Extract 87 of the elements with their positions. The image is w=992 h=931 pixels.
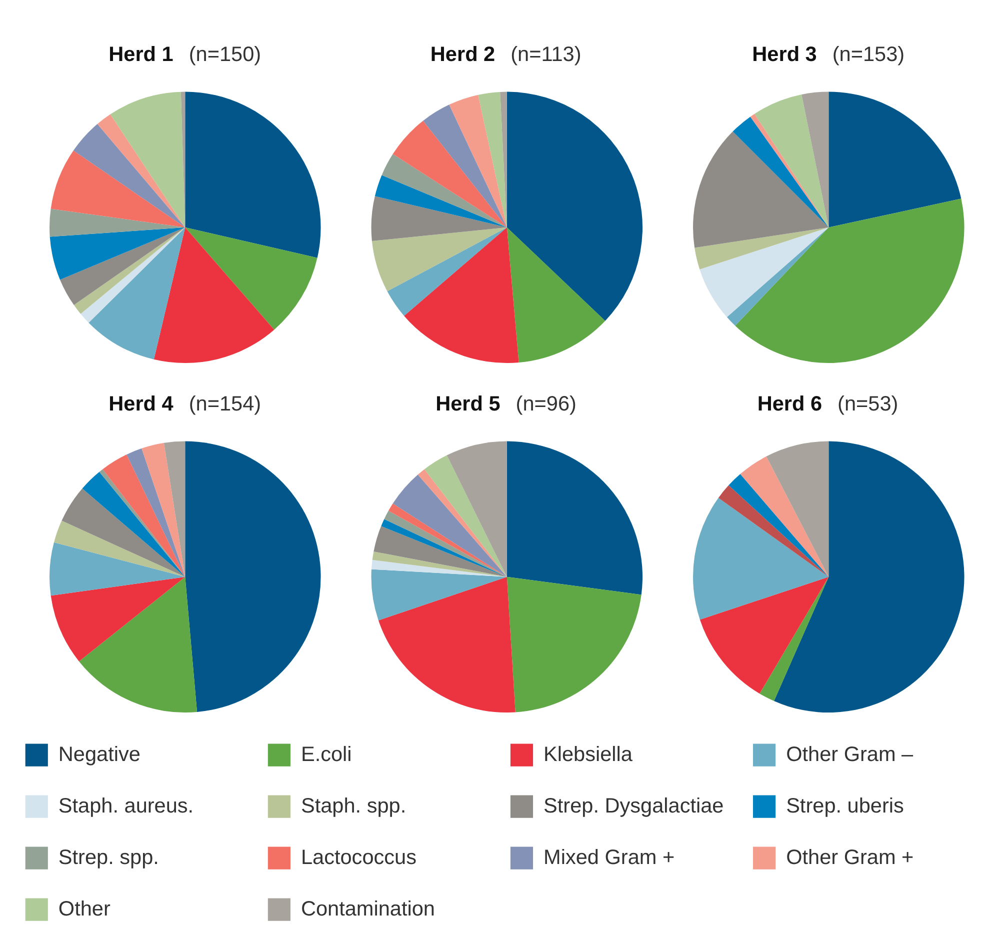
pie-slice (693, 132, 829, 248)
pie-slice (371, 196, 507, 242)
legend-label: Klebsiella (544, 743, 633, 766)
pie-slice (740, 456, 829, 577)
pie-slice (506, 441, 643, 595)
pie-slice (766, 441, 829, 577)
chart-title: Herd 1 (108, 43, 174, 66)
pie-slice (374, 526, 507, 577)
pie-slice (372, 227, 507, 292)
pie-slice (371, 569, 507, 620)
legend-label: Strep. Dysgalactiae (544, 794, 724, 818)
pie-slice (62, 488, 186, 577)
pie-slice (446, 441, 507, 577)
legend-label: E.coli (300, 743, 352, 766)
pie-slice (802, 92, 829, 228)
pie-slice (387, 227, 507, 316)
pie-slice (760, 576, 829, 702)
pie-slice (693, 498, 829, 620)
legend-label: Negative (58, 743, 140, 766)
pie-slice (142, 442, 186, 577)
pie-slice (382, 154, 507, 228)
pie-slice (50, 542, 186, 596)
chart-title: Herd 5 (436, 392, 500, 416)
pie-slice (50, 227, 186, 280)
pie-slice (50, 576, 186, 662)
chart-subtitle: (n=154) (188, 392, 262, 416)
legend-label: Other Gram – (786, 743, 914, 766)
pie-slice (404, 227, 519, 363)
chart-subtitle: (n=153) (832, 43, 905, 66)
chart-subtitle: (n=113) (510, 43, 582, 66)
chart-title: Herd 4 (108, 392, 174, 416)
pie-slice (735, 198, 964, 364)
legend-label: Mixed Gram + (544, 846, 675, 869)
legend-label: Other (58, 897, 110, 920)
pie-slice (754, 94, 829, 228)
pie-slice (449, 94, 507, 228)
pie-slice (478, 92, 507, 228)
pie-slice (126, 448, 186, 577)
legend-label: Strep. spp. (58, 846, 159, 869)
pie-slice (164, 441, 186, 577)
chart-subtitle: (n=150) (188, 43, 262, 66)
legend-label: Strep. uberis (786, 794, 904, 818)
pie-slice (392, 120, 507, 228)
pie-slice (728, 474, 829, 577)
pie-slice (60, 227, 186, 306)
pie-slice (828, 92, 962, 228)
chart-title: Herd 6 (757, 392, 822, 416)
pie-slice (418, 469, 507, 577)
pie-slice (110, 92, 186, 228)
pie-slice (73, 124, 186, 228)
pie-slice (185, 92, 321, 258)
pie-slice (97, 114, 186, 228)
chart-title: Herd 2 (430, 43, 496, 66)
pie-slice (424, 455, 507, 577)
legend-label: Contamination (300, 897, 435, 920)
pie-slice (392, 474, 507, 577)
legend-label: Staph. spp. (300, 794, 406, 818)
pie-slice (700, 227, 829, 318)
pie-slice (700, 576, 829, 694)
legend-label: Staph. aureus. (58, 794, 194, 818)
pie-slice (54, 520, 186, 577)
pie-slice (374, 175, 507, 228)
pie-slice (371, 560, 507, 577)
pie-slice (732, 116, 829, 228)
pie-slice (79, 576, 198, 712)
chart-title: Herd 3 (752, 43, 817, 66)
pie-slice (185, 441, 321, 712)
pie-slice (694, 227, 829, 270)
pie-slice (88, 227, 186, 360)
pie-slice (82, 472, 186, 577)
pie-slice (50, 150, 186, 228)
pie-slice (506, 92, 643, 321)
pie-slice (50, 208, 186, 237)
pie-slice (774, 441, 964, 712)
pie-slice (506, 227, 606, 363)
pie-slice (185, 227, 318, 330)
chart-subtitle: (n=96) (516, 392, 576, 416)
pie-slice (500, 92, 507, 228)
pie-slice (506, 576, 642, 712)
chart-subtitle: (n=53) (838, 392, 898, 416)
pie-slice (154, 227, 274, 364)
pie-slice (423, 104, 507, 228)
pie-slice (726, 227, 829, 326)
legend-label: Lactococcus (300, 846, 416, 869)
pie-slice (378, 576, 516, 712)
legend-label: Other Gram + (786, 846, 914, 869)
pie-slice (718, 485, 829, 577)
